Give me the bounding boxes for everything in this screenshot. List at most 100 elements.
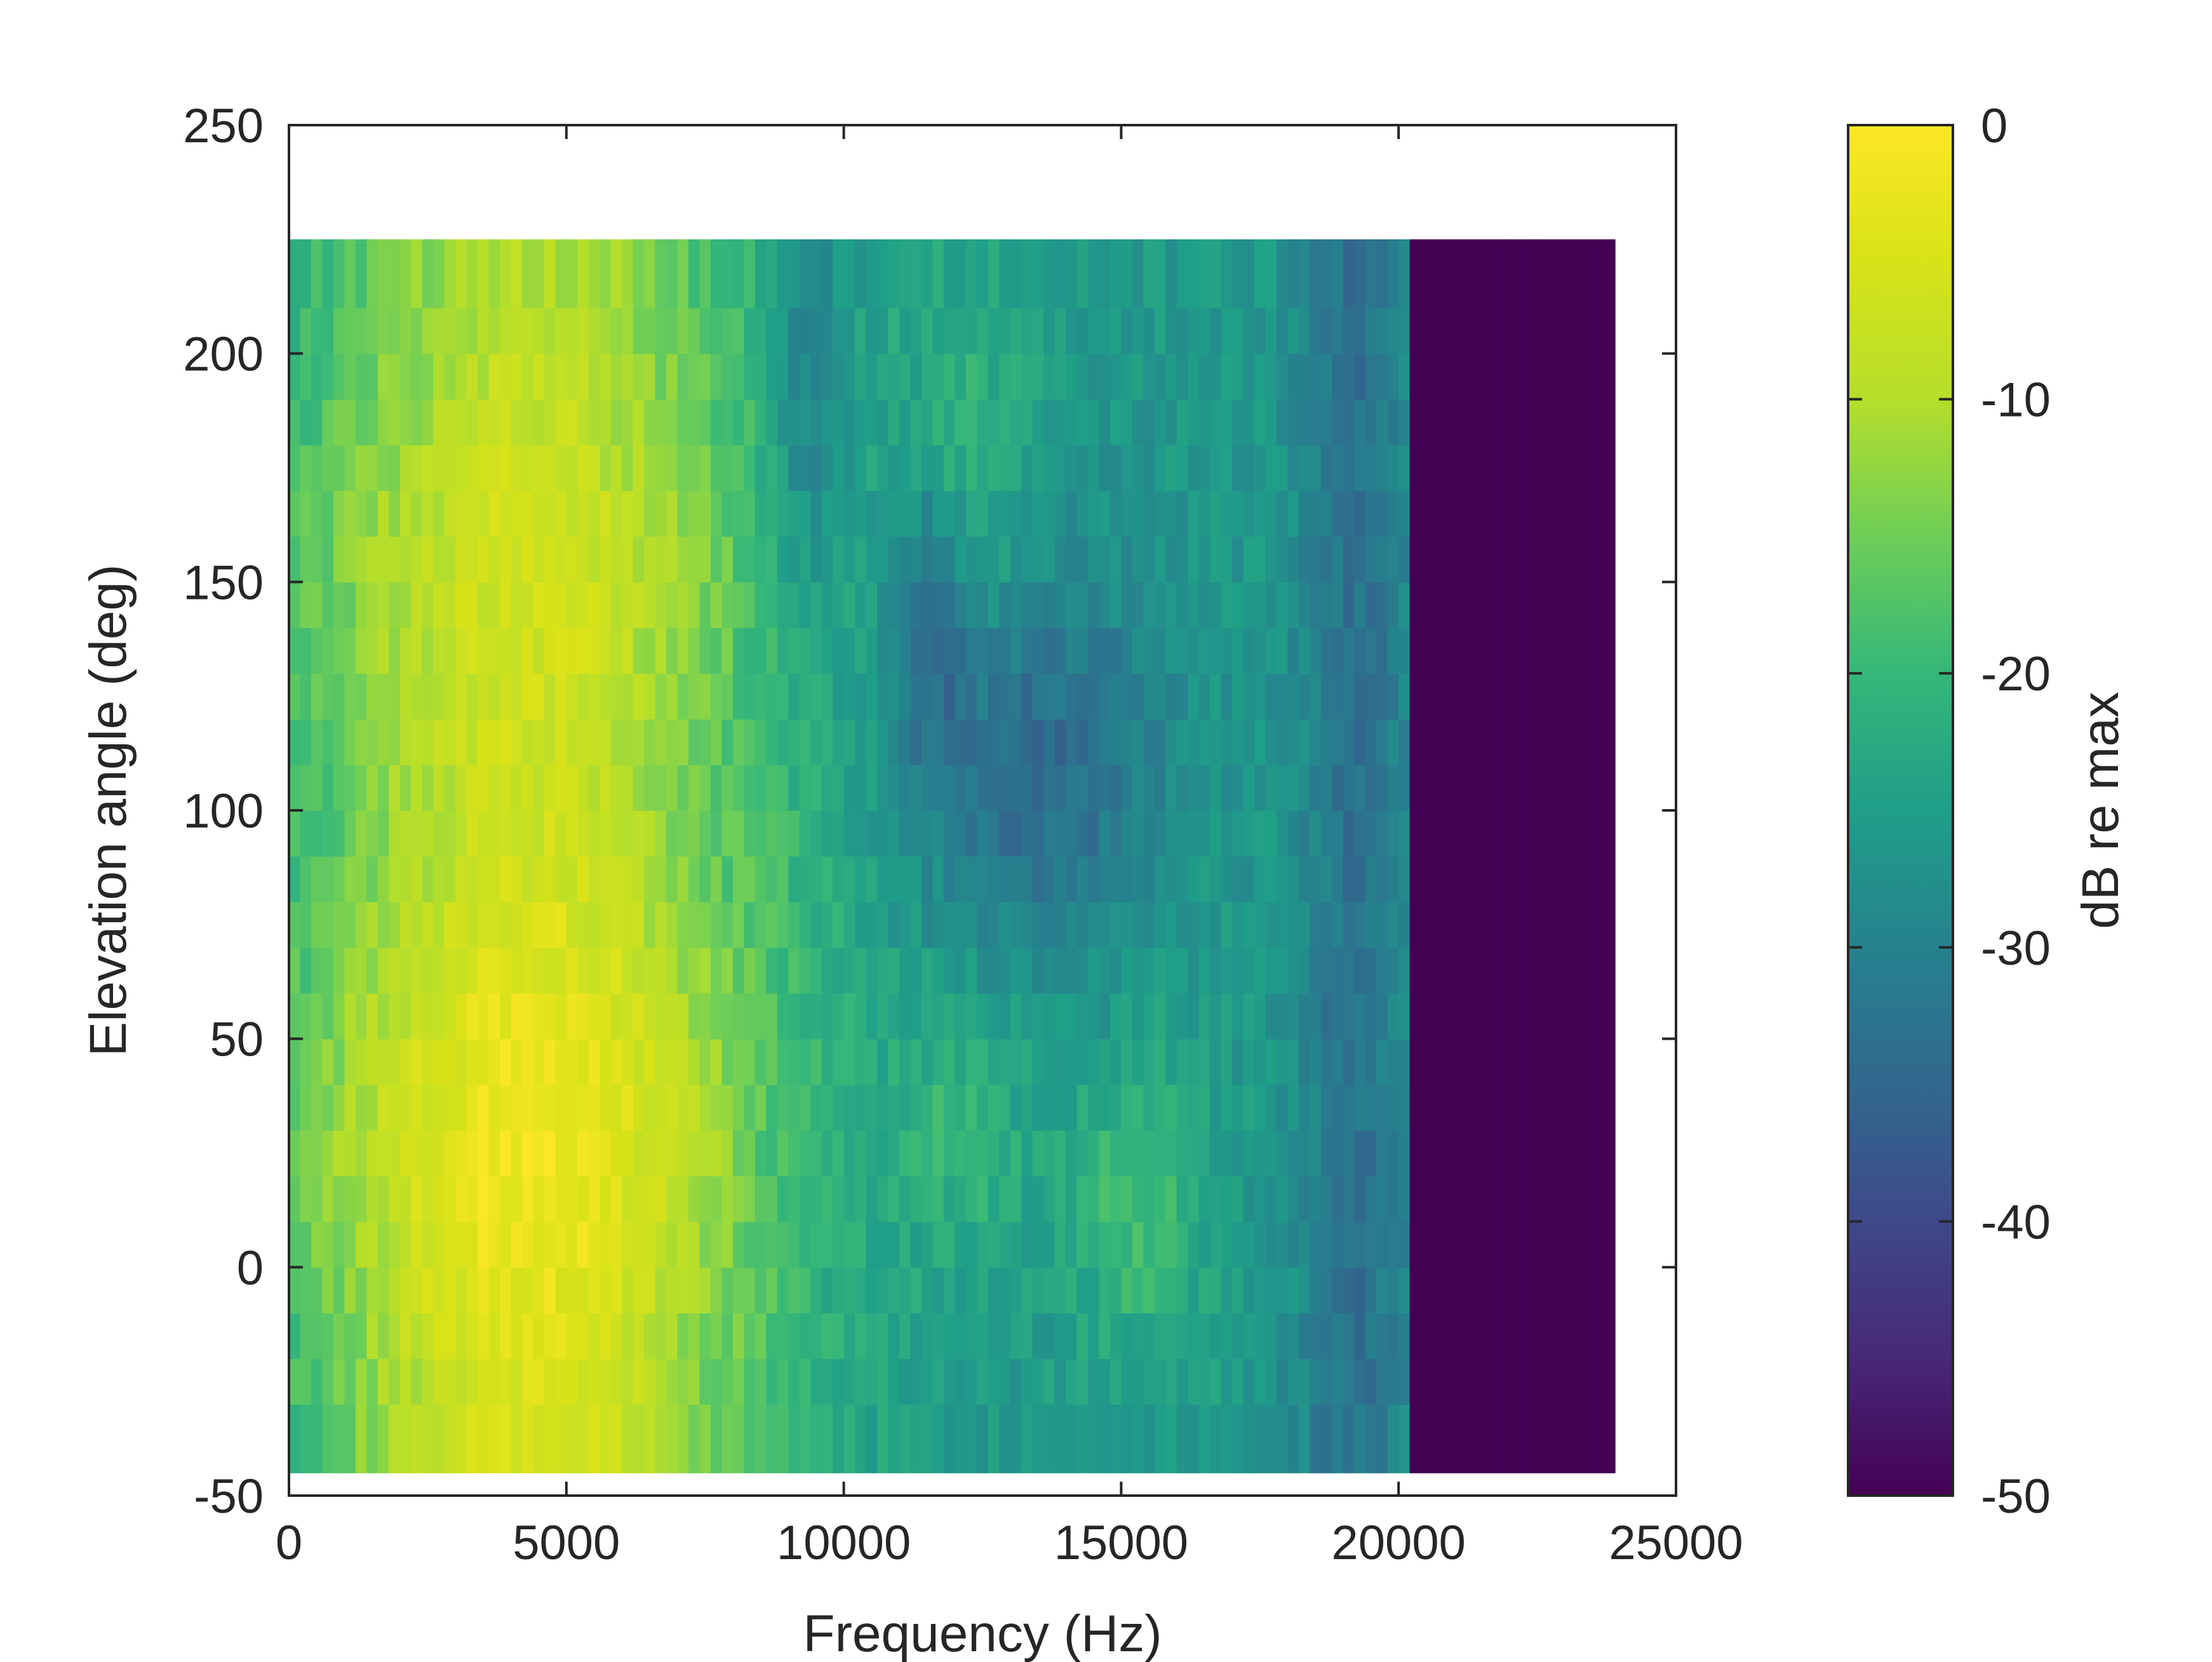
heatmap-cell (721, 1358, 734, 1405)
heatmap-cell (322, 239, 334, 309)
heatmap-cell (766, 1038, 778, 1085)
heatmap-cell (1243, 627, 1255, 674)
heatmap-cell (955, 490, 967, 537)
heatmap-cell (1021, 1404, 1033, 1473)
heatmap-cell (1509, 1130, 1522, 1177)
heatmap-cell (1076, 947, 1089, 994)
heatmap-cell (1210, 490, 1222, 537)
heatmap-cell (1487, 1358, 1499, 1405)
heatmap-cell (311, 445, 323, 492)
heatmap-cell (965, 1358, 978, 1405)
heatmap-cell (677, 1084, 689, 1131)
heatmap-cell (666, 627, 678, 674)
heatmap-cell (977, 445, 989, 492)
heatmap-cell (1109, 1176, 1122, 1223)
heatmap-cell (1087, 536, 1100, 583)
heatmap-cell (732, 239, 745, 309)
heatmap-cell (1320, 399, 1333, 446)
heatmap-cell (511, 855, 523, 902)
heatmap-cell (1010, 719, 1022, 765)
heatmap-cell (566, 1267, 579, 1314)
heatmap-cell (788, 490, 800, 537)
heatmap-cell (766, 1221, 778, 1268)
heatmap-cell (644, 1313, 656, 1359)
heatmap-cell (843, 1404, 855, 1473)
heatmap-cell (1609, 993, 1616, 1040)
heatmap-cell (1032, 810, 1044, 857)
heatmap-cell (600, 627, 612, 674)
heatmap-cell (988, 490, 1000, 537)
heatmap-cell (1066, 673, 1078, 720)
heatmap-cell (366, 1267, 379, 1314)
heatmap-cell (322, 855, 334, 902)
heatmap-cell (633, 993, 645, 1040)
heatmap-cell (899, 1358, 911, 1405)
heatmap-cell (899, 1084, 911, 1131)
heatmap-cell (322, 353, 334, 400)
heatmap-cell (921, 1404, 934, 1473)
heatmap-cell (977, 399, 989, 446)
heatmap-cell (1298, 1221, 1311, 1268)
heatmap-cell (843, 582, 855, 629)
heatmap-cell (699, 627, 711, 674)
heatmap-cell (444, 307, 456, 354)
heatmap-cell (422, 582, 434, 629)
heatmap-cell (1277, 445, 1289, 492)
heatmap-cell (1032, 1313, 1044, 1359)
heatmap-cell (955, 855, 967, 902)
heatmap-cell (965, 765, 978, 811)
heatmap-cell (1387, 765, 1399, 811)
heatmap-cell (433, 399, 445, 446)
heatmap-cell (754, 719, 767, 765)
heatmap-cell (521, 1176, 534, 1223)
heatmap-cell (344, 1176, 356, 1223)
heatmap-cell (1154, 490, 1167, 537)
heatmap-cell (1454, 947, 1466, 994)
heatmap-cell (1287, 901, 1299, 948)
heatmap-cell (788, 1358, 800, 1405)
heatmap-cell (455, 1358, 467, 1405)
heatmap-cell (1132, 1404, 1144, 1473)
heatmap-cell (821, 993, 833, 1040)
heatmap-cell (499, 1176, 512, 1223)
heatmap-cell (877, 627, 889, 674)
heatmap-cell (799, 1176, 811, 1223)
heatmap-cell (1265, 1038, 1277, 1085)
heatmap-cell (511, 719, 523, 765)
heatmap-cell (377, 490, 390, 537)
heatmap-cell (1109, 719, 1122, 765)
heatmap-cell (1498, 490, 1510, 537)
heatmap-cell (622, 1130, 634, 1177)
heatmap-cell (1254, 947, 1266, 994)
heatmap-cell (1310, 1038, 1322, 1085)
heatmap-cell (655, 901, 667, 948)
heatmap-cell (622, 1176, 634, 1223)
heatmap-cell (588, 1358, 601, 1405)
heatmap-cell (1210, 1404, 1222, 1473)
heatmap-cell (910, 1358, 922, 1405)
heatmap-cell (833, 993, 845, 1040)
heatmap-cell (577, 490, 589, 537)
y-tick-label: 250 (183, 99, 264, 153)
heatmap-cell (533, 947, 545, 994)
heatmap-cell (799, 1404, 811, 1473)
heatmap-cell (732, 810, 745, 857)
heatmap-cell (821, 627, 833, 674)
heatmap-cell (355, 1358, 368, 1405)
heatmap-cell (610, 239, 622, 309)
heatmap-cell (833, 810, 845, 857)
heatmap-cell (1043, 719, 1056, 765)
heatmap-cell (943, 1404, 956, 1473)
heatmap-cell (666, 353, 678, 400)
heatmap-cell (289, 1130, 301, 1177)
heatmap-cell (1109, 1358, 1122, 1405)
heatmap-cell (699, 1313, 711, 1359)
heatmap-cell (899, 1130, 911, 1177)
heatmap-cell (300, 855, 312, 902)
heatmap-cell (433, 536, 445, 583)
heatmap-cell (1221, 719, 1233, 765)
heatmap-cell (1154, 901, 1167, 948)
heatmap-cell (688, 353, 700, 400)
heatmap-cell (366, 1130, 379, 1177)
heatmap-cell (1443, 1358, 1455, 1405)
